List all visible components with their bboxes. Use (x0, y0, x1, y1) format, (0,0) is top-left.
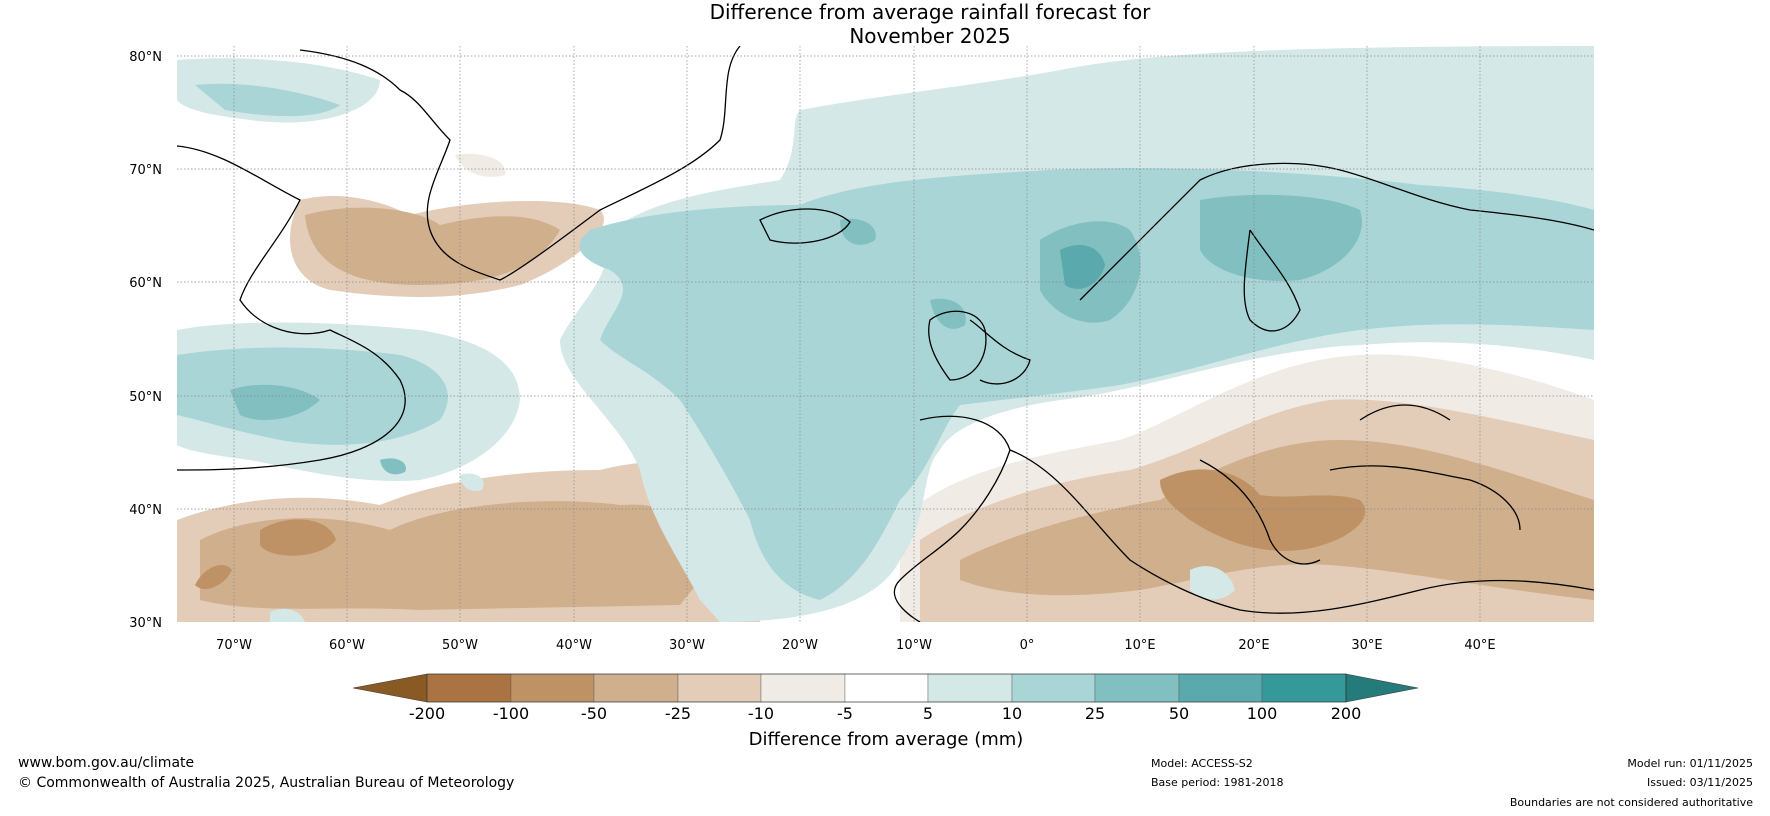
colorbar: -200 -100 -50 -25 -10 -5 5 10 25 50 100 … (352, 673, 1419, 750)
lat-label: 50°N (129, 390, 162, 405)
footer-copyright: © Commonwealth of Australia 2025, Austra… (18, 775, 515, 791)
colorbar-tick-label: -5 (837, 704, 853, 723)
colorbar-bin (1011, 673, 1096, 703)
colorbar-under-arrow (352, 673, 428, 703)
issued-date: Issued: 03/11/2025 (1646, 776, 1753, 789)
lon-label: 10°E (1124, 638, 1155, 653)
model-name: Model: ACCESS-S2 (1151, 757, 1253, 770)
graticule (177, 46, 1594, 622)
lat-label: 70°N (129, 163, 162, 178)
colorbar-tick-label: -200 (409, 704, 445, 723)
lon-label: 50°W (442, 638, 478, 653)
colorbar-bin (510, 673, 595, 703)
colorbar-tick-label: 100 (1247, 704, 1278, 723)
colorbar-over-arrow (1345, 673, 1419, 703)
colorbar-tick-label: 25 (1085, 704, 1105, 723)
colorbar-bin (677, 673, 762, 703)
lat-label: 60°N (129, 276, 162, 291)
colorbar-bin (1178, 673, 1263, 703)
colorbar-bin (760, 673, 846, 703)
lat-label: 30°N (129, 616, 162, 631)
lat-label: 80°N (129, 50, 162, 65)
chart-title: Difference from average rainfall forecas… (709, 0, 1151, 48)
footer-url: www.bom.gov.au/climate (18, 755, 195, 771)
colorbar-tick-label: -25 (665, 704, 691, 723)
lon-label: 30°E (1351, 638, 1382, 653)
colorbar-tick-label: 5 (923, 704, 933, 723)
longitude-labels: 70°W 60°W 50°W 40°W 30°W 20°W 10°W 0° 10… (216, 638, 1496, 653)
lon-label: 20°W (782, 638, 818, 653)
colorbar-bin (426, 673, 512, 703)
colorbar-bin (927, 673, 1013, 703)
colorbar-tick-label: 50 (1169, 704, 1189, 723)
colorbar-bin (1094, 673, 1180, 703)
base-period: Base period: 1981-2018 (1151, 776, 1284, 789)
lat-label: 40°N (129, 503, 162, 518)
colorbar-tick-label: -10 (748, 704, 774, 723)
lon-label: 0° (1020, 638, 1035, 653)
map-area (177, 46, 1594, 622)
lon-label: 70°W (216, 638, 252, 653)
colorbar-bin (1261, 673, 1347, 703)
colorbar-tick-label: -50 (581, 704, 607, 723)
wet-anomaly-regions (177, 46, 1594, 622)
lon-label: 20°E (1238, 638, 1269, 653)
lon-label: 60°W (329, 638, 365, 653)
colorbar-title: Difference from average (mm) (749, 729, 1024, 750)
lon-label: 10°W (896, 638, 932, 653)
coastlines (177, 46, 1594, 622)
model-run-date: Model run: 01/11/2025 (1627, 757, 1753, 770)
lon-label: 30°W (669, 638, 705, 653)
colorbar-tick-label: 200 (1331, 704, 1362, 723)
colorbar-bin (593, 673, 679, 703)
lon-label: 40°W (556, 638, 592, 653)
colorbar-tick-label: 10 (1002, 704, 1022, 723)
lon-label: 40°E (1464, 638, 1495, 653)
colorbar-tick-label: -100 (493, 704, 529, 723)
latitude-labels: 80°N 70°N 60°N 50°N 40°N 30°N (129, 50, 162, 631)
boundaries-disclaimer: Boundaries are not considered authoritat… (1509, 796, 1753, 809)
colorbar-bin (844, 673, 929, 703)
